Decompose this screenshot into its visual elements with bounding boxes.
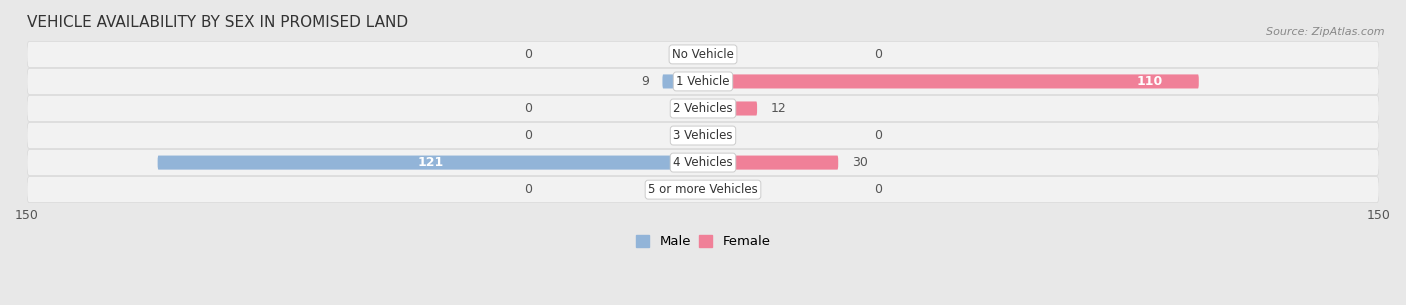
Text: 0: 0: [875, 129, 883, 142]
Text: 1 Vehicle: 1 Vehicle: [676, 75, 730, 88]
FancyBboxPatch shape: [27, 123, 1379, 149]
FancyBboxPatch shape: [703, 74, 1199, 88]
Text: 5 or more Vehicles: 5 or more Vehicles: [648, 183, 758, 196]
Text: 0: 0: [523, 48, 531, 61]
Text: 30: 30: [852, 156, 868, 169]
Text: 3 Vehicles: 3 Vehicles: [673, 129, 733, 142]
FancyBboxPatch shape: [703, 102, 756, 116]
Text: 121: 121: [418, 156, 443, 169]
Text: 110: 110: [1136, 75, 1163, 88]
Text: VEHICLE AVAILABILITY BY SEX IN PROMISED LAND: VEHICLE AVAILABILITY BY SEX IN PROMISED …: [27, 15, 408, 30]
FancyBboxPatch shape: [662, 74, 703, 88]
Text: No Vehicle: No Vehicle: [672, 48, 734, 61]
Legend: Male, Female: Male, Female: [636, 235, 770, 249]
Text: 0: 0: [523, 183, 531, 196]
Text: 4 Vehicles: 4 Vehicles: [673, 156, 733, 169]
FancyBboxPatch shape: [27, 41, 1379, 67]
FancyBboxPatch shape: [703, 156, 838, 170]
Text: 0: 0: [875, 183, 883, 196]
Text: 2 Vehicles: 2 Vehicles: [673, 102, 733, 115]
Text: 12: 12: [770, 102, 786, 115]
Text: 9: 9: [641, 75, 650, 88]
FancyBboxPatch shape: [27, 149, 1379, 176]
Text: Source: ZipAtlas.com: Source: ZipAtlas.com: [1267, 27, 1385, 38]
Text: 0: 0: [523, 129, 531, 142]
Text: 0: 0: [875, 48, 883, 61]
Text: 0: 0: [523, 102, 531, 115]
FancyBboxPatch shape: [27, 68, 1379, 95]
FancyBboxPatch shape: [27, 177, 1379, 203]
FancyBboxPatch shape: [27, 95, 1379, 121]
FancyBboxPatch shape: [157, 156, 703, 170]
